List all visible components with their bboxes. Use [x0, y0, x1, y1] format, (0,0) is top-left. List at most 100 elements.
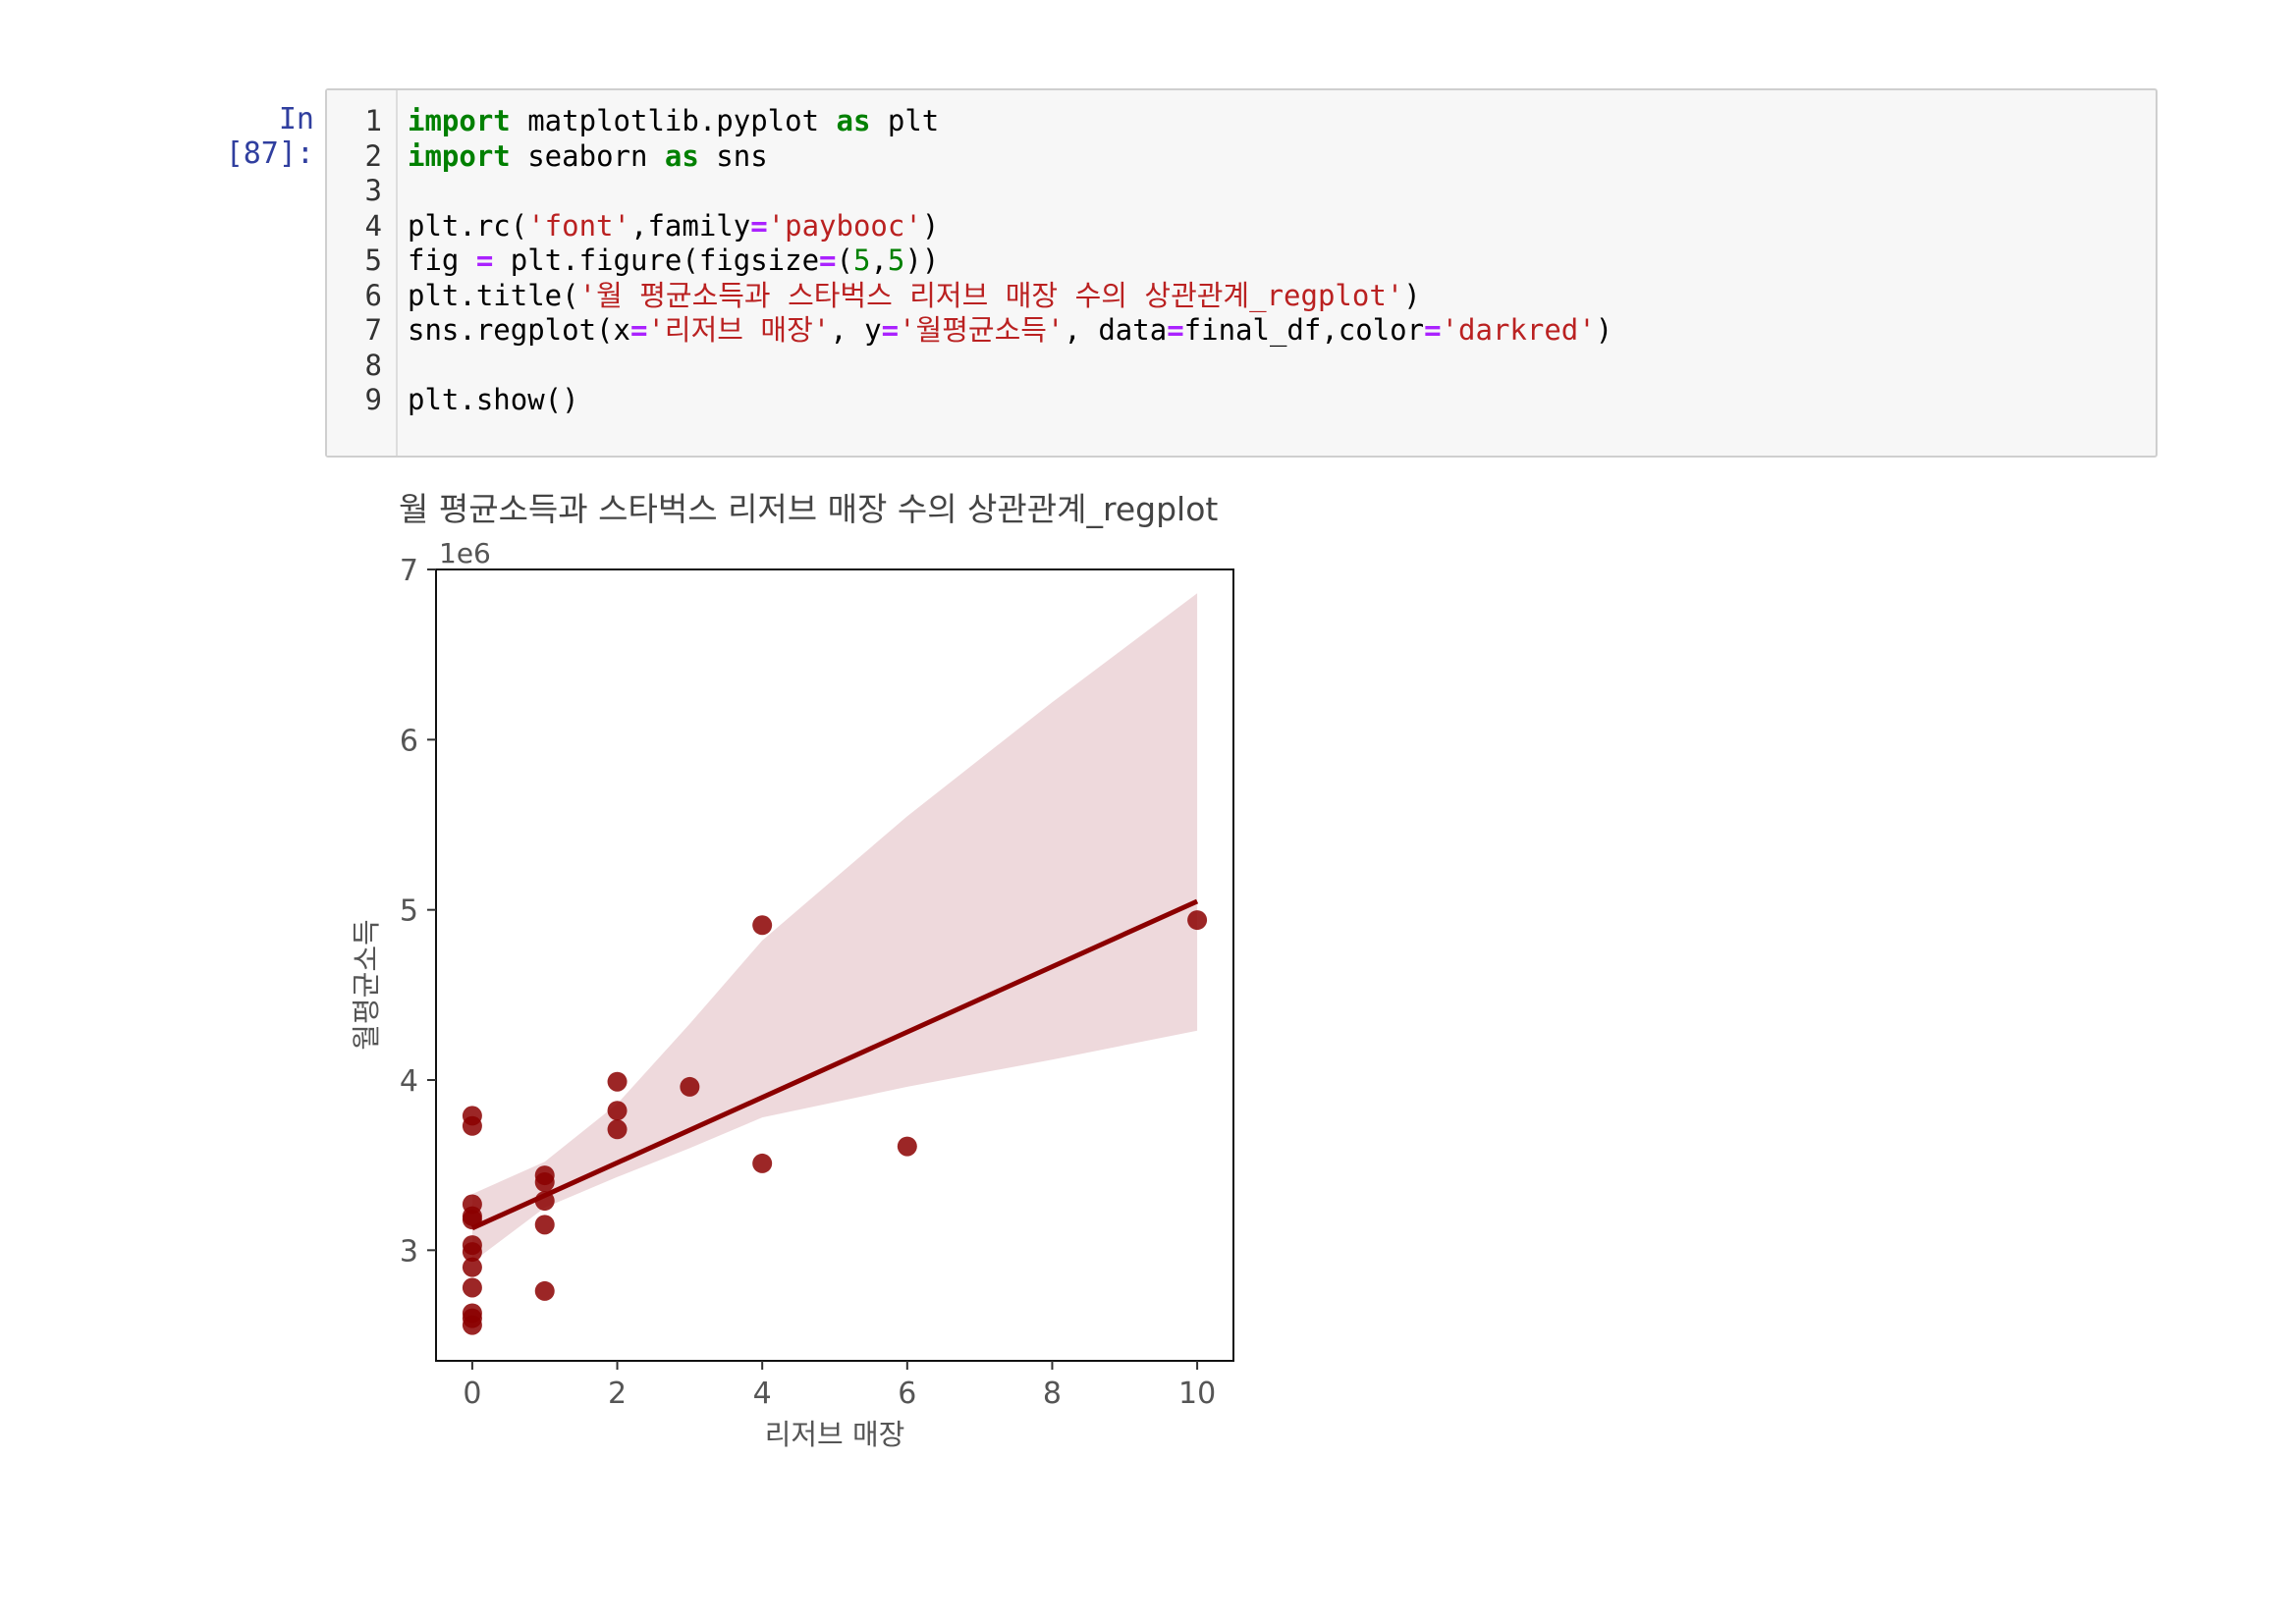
- y-axis-label: 월평균소득: [350, 919, 383, 1050]
- code-line[interactable]: 6 plt.title('월 평균소득과 스타벅스 리저브 매장 수의 상관관계_…: [327, 279, 2156, 314]
- line-number: 4: [364, 208, 382, 243]
- code-line[interactable]: 1 import matplotlib.pyplot as plt: [327, 104, 2156, 139]
- line-number: 8: [364, 348, 382, 382]
- x-tick-label: 4: [753, 1377, 772, 1411]
- data-point: [462, 1315, 482, 1335]
- data-point: [534, 1215, 555, 1235]
- x-tick-label: 8: [1043, 1377, 1062, 1411]
- code-line[interactable]: 7 sns.regplot(x='리저브 매장', y='월평균소득', data…: [327, 313, 2156, 349]
- code-text: plt.title('월 평균소득과 스타벅스 리저브 매장 수의 상관관계_r…: [408, 279, 1421, 314]
- line-number: 3: [364, 174, 382, 207]
- code-token: =: [819, 243, 837, 277]
- code-token: =: [1424, 313, 1442, 347]
- code-text: fig = plt.figure(figsize=(5,5)): [408, 243, 939, 279]
- data-point: [1187, 910, 1208, 931]
- code-token: 'darkred': [1441, 313, 1596, 347]
- data-point: [462, 1277, 482, 1298]
- line-number: 7: [364, 313, 382, 347]
- x-tick-label: 6: [898, 1377, 916, 1411]
- code-token: ): [1403, 278, 1421, 312]
- code-token: ,family: [629, 208, 751, 243]
- code-token: import: [408, 138, 511, 173]
- code-token: matplotlib.pyplot: [510, 104, 837, 137]
- code-token: =: [881, 313, 900, 347]
- data-point: [752, 915, 773, 936]
- data-point: [534, 1280, 555, 1301]
- code-text: plt.show(): [408, 383, 579, 418]
- code-token: =: [475, 243, 494, 277]
- line-number: 2: [364, 138, 382, 173]
- x-tick-label: 0: [463, 1377, 481, 1411]
- code-token: 5: [852, 243, 871, 277]
- confidence-band: [471, 593, 1198, 1263]
- code-token: =: [750, 208, 768, 243]
- code-line[interactable]: 2 import seaborn as sns: [327, 139, 2156, 175]
- code-line[interactable]: 8: [327, 349, 2156, 384]
- data-point: [752, 1153, 773, 1173]
- data-point: [897, 1136, 917, 1157]
- code-token: plt.show(): [408, 383, 579, 416]
- code-token: plt.figure(figsize: [493, 243, 820, 277]
- code-token: ): [921, 208, 940, 243]
- code-token: , data: [1064, 313, 1168, 347]
- data-point: [534, 1172, 555, 1192]
- code-lines[interactable]: 1 import matplotlib.pyplot as plt 2 import …: [327, 104, 2156, 418]
- y-tick-label: 3: [400, 1234, 418, 1269]
- code-token: final_df,color: [1183, 313, 1425, 347]
- code-token: (: [836, 243, 853, 277]
- data-point: [462, 1115, 482, 1136]
- y-tick-label: 4: [400, 1064, 418, 1099]
- cell-prompt: In [87]:: [225, 102, 314, 171]
- axes-frame: [435, 568, 1234, 1362]
- code-token: ): [1595, 313, 1613, 347]
- data-point: [462, 1242, 482, 1263]
- code-token: )): [904, 243, 940, 277]
- x-tick-label: 2: [608, 1377, 627, 1411]
- data-point: [607, 1101, 628, 1121]
- code-token: 5: [887, 243, 905, 277]
- code-editor[interactable]: 1 import matplotlib.pyplot as plt 2 import …: [325, 88, 2158, 458]
- line-number: 6: [364, 278, 382, 312]
- code-line[interactable]: 3: [327, 174, 2156, 209]
- data-point: [534, 1191, 555, 1212]
- code-token: '월 평균소득과 스타벅스 리저브 매장 수의 상관관계_regplot': [578, 278, 1404, 312]
- regression-line: [470, 898, 1199, 1231]
- data-point: [462, 1210, 482, 1230]
- code-line[interactable]: 9 plt.show(): [327, 383, 2156, 418]
- code-token: as: [664, 138, 699, 173]
- cell-output: 0 2 4 6 8 10 3 4 5 6 7 1e6 월 평균소득과 스타벅스 리저브 매장 수의 상관…: [325, 471, 1307, 1473]
- code-token: fig: [408, 243, 476, 277]
- code-token: ,: [870, 243, 888, 277]
- code-token: as: [836, 104, 871, 137]
- code-token: 'font': [527, 208, 630, 243]
- line-number: 1: [364, 104, 382, 137]
- code-token: , y: [830, 313, 882, 347]
- x-tick-label: 10: [1178, 1377, 1216, 1411]
- code-token: '월평균소득': [899, 313, 1065, 347]
- code-line[interactable]: 5 fig = plt.figure(figsize=(5,5)): [327, 243, 2156, 279]
- line-number: 9: [364, 383, 382, 416]
- code-token: plt: [870, 104, 940, 137]
- code-token: plt.title(: [408, 278, 579, 312]
- x-axis-label: 리저브 매장: [765, 1418, 905, 1451]
- code-token: =: [1167, 313, 1184, 347]
- code-text: sns.regplot(x='리저브 매장', y='월평균소득', data=…: [408, 313, 1613, 349]
- line-number: 5: [364, 243, 382, 277]
- chart-title: 월 평균소득과 스타벅스 리저브 매장 수의 상관관계_regplot: [399, 490, 1218, 528]
- data-point: [462, 1257, 482, 1277]
- code-text: import seaborn as sns: [408, 139, 768, 175]
- code-token: 'paybooc': [767, 208, 922, 243]
- code-token: seaborn: [510, 138, 665, 173]
- data-point: [607, 1071, 628, 1092]
- axis-offset-label: 1e6: [439, 537, 491, 569]
- code-token: plt.rc(: [408, 208, 528, 243]
- data-point: [607, 1119, 628, 1140]
- code-line[interactable]: 4 plt.rc('font',family='paybooc'): [327, 209, 2156, 244]
- y-tick-label: 7: [400, 554, 418, 588]
- code-token: sns: [698, 138, 768, 173]
- y-tick-label: 6: [400, 724, 418, 758]
- code-text: plt.rc('font',family='paybooc'): [408, 209, 939, 244]
- regplot-chart: 0 2 4 6 8 10 3 4 5 6 7 1e6 월 평균소득과 스타벅스 리저브 매장 수의 상관…: [350, 490, 1234, 1451]
- line-number-gutter: [327, 90, 398, 456]
- code-token: sns.regplot(x: [408, 313, 630, 347]
